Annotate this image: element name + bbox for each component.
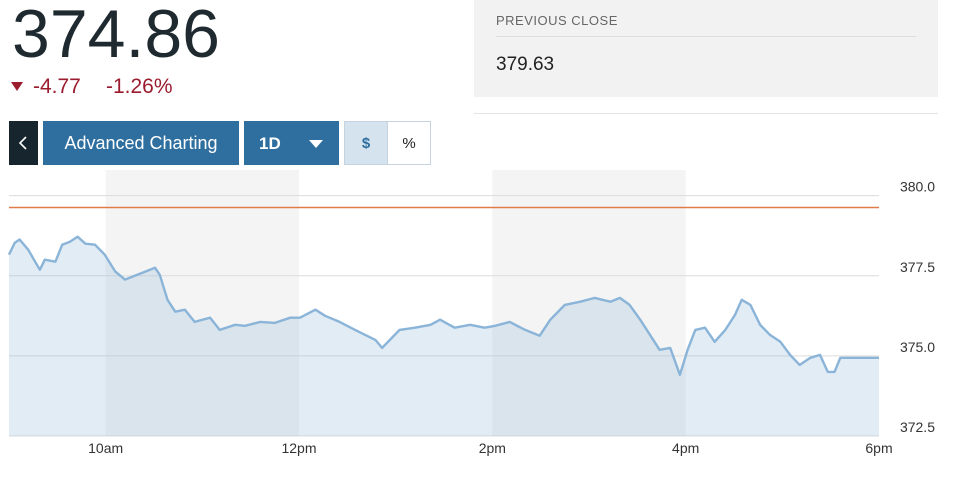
advanced-charting-button[interactable]: Advanced Charting <box>43 121 239 165</box>
back-button-bg <box>9 121 38 165</box>
y-tick-label: 375.0 <box>900 339 935 355</box>
x-tick-label: 12pm <box>281 440 316 456</box>
percent-toggle[interactable]: % <box>387 121 431 165</box>
price-line <box>7 235 879 376</box>
percent-toggle-bg <box>387 121 431 165</box>
range-label: 1D <box>259 134 281 153</box>
area-fill <box>9 236 879 436</box>
down-arrow <box>11 82 23 91</box>
range-dropdown[interactable]: 1D <box>244 121 339 165</box>
y-tick-label: 377.5 <box>900 259 935 275</box>
previous-close: 379.63 <box>496 54 554 75</box>
dollar-toggle[interactable]: $ <box>344 121 388 165</box>
session-band <box>105 170 300 436</box>
session-band <box>492 170 686 436</box>
back-button[interactable] <box>9 121 38 165</box>
chevron-icon <box>18 136 27 150</box>
x-tick-label: 4pm <box>672 440 699 456</box>
price-chart: 372.5 375.0 377.5 380.0 10am 12pm 2pm 4pm 6pm <box>7 170 935 456</box>
dollar-label: $ <box>362 135 371 152</box>
range-dropdown-bg <box>244 121 339 165</box>
advanced-charting-bg <box>43 121 239 165</box>
last-price: 374.86 <box>12 0 220 72</box>
previous-close-box <box>474 0 938 97</box>
x-tick-label: 2pm <box>479 440 506 456</box>
x-tick-label: 6pm <box>865 440 892 456</box>
change: -4.77 <box>33 75 81 98</box>
y-tick-label: 372.5 <box>900 419 935 435</box>
dropdown-icon <box>309 140 323 148</box>
y-tick-label: 380.0 <box>900 179 935 195</box>
percent-label: % <box>402 135 415 152</box>
advanced-charting-label: Advanced Charting <box>64 133 217 153</box>
x-tick-label: 10am <box>88 440 123 456</box>
change-percent: -1.26% <box>106 75 173 98</box>
previous-close-label: PREVIOUS CLOSE <box>496 13 618 28</box>
